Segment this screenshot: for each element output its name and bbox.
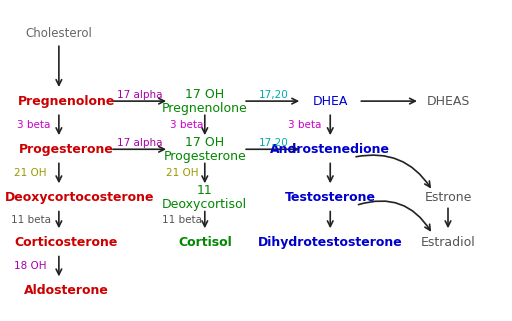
Text: 17 OH
Progesterone: 17 OH Progesterone (163, 136, 246, 163)
Text: 21 OH: 21 OH (165, 168, 198, 178)
Text: 11 beta: 11 beta (11, 215, 51, 225)
Text: Androstenedione: Androstenedione (270, 143, 390, 156)
Text: Estradiol: Estradiol (421, 236, 475, 249)
Text: Testosterone: Testosterone (285, 191, 376, 204)
Text: 17,20: 17,20 (259, 138, 289, 148)
Text: 18 OH: 18 OH (14, 261, 47, 272)
Text: DHEAS: DHEAS (426, 95, 470, 108)
Text: 17,20: 17,20 (259, 90, 289, 100)
Text: 3 beta: 3 beta (16, 120, 50, 130)
Text: Deoxycortocosterone: Deoxycortocosterone (5, 191, 154, 204)
Text: 17 alpha: 17 alpha (117, 90, 162, 100)
Text: Dihydrotestosterone: Dihydrotestosterone (258, 236, 402, 249)
Text: Progesterone: Progesterone (19, 143, 114, 156)
Text: 17 alpha: 17 alpha (117, 138, 162, 148)
Text: Cortisol: Cortisol (178, 236, 231, 249)
Text: Estrone: Estrone (424, 191, 472, 204)
Text: Corticosterone: Corticosterone (15, 236, 118, 249)
Text: 21 OH: 21 OH (14, 168, 47, 178)
Text: DHEA: DHEA (312, 95, 348, 108)
Text: 11
Deoxycortisol: 11 Deoxycortisol (162, 184, 247, 211)
Text: 3 beta: 3 beta (170, 120, 204, 130)
Text: 17 OH
Pregnenolone: 17 OH Pregnenolone (162, 88, 248, 115)
Text: Pregnenolone: Pregnenolone (18, 95, 115, 108)
Text: 11 beta: 11 beta (162, 215, 202, 225)
Text: Cholesterol: Cholesterol (26, 27, 92, 40)
Text: 3 beta: 3 beta (288, 120, 322, 130)
Text: Aldosterone: Aldosterone (24, 284, 109, 297)
